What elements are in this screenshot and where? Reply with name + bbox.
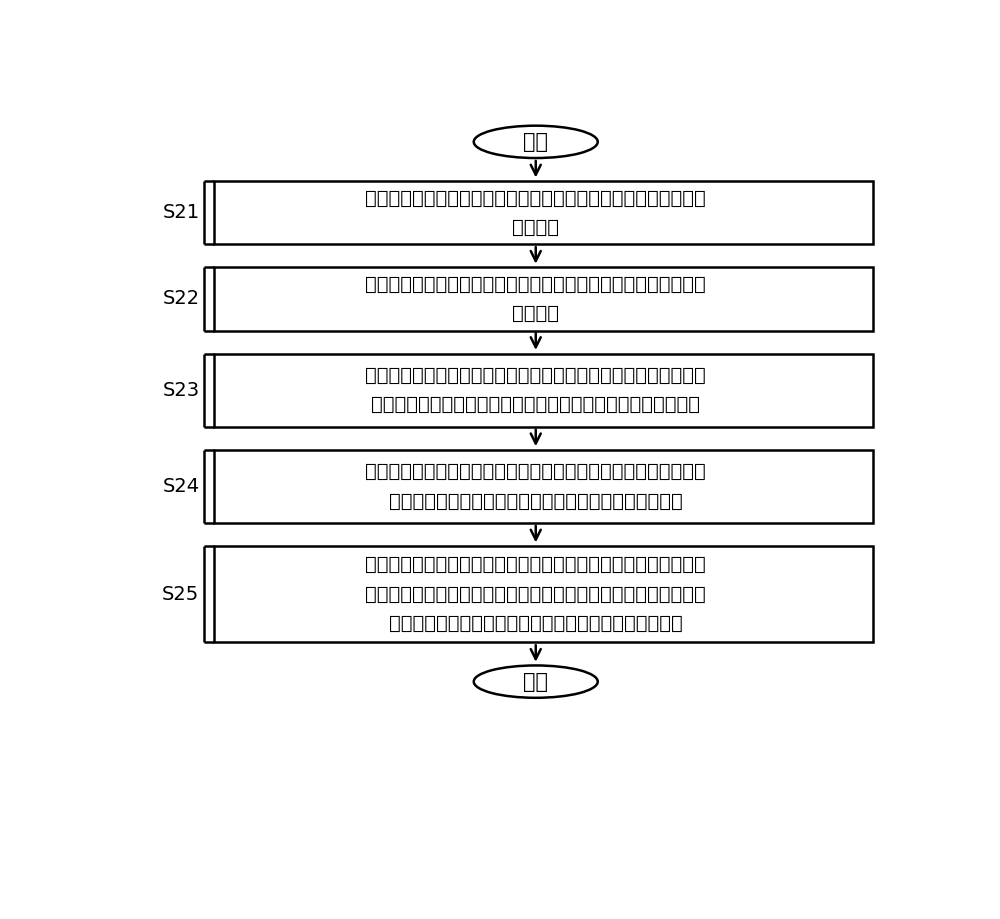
Text: S22: S22 xyxy=(162,289,199,309)
Text: S25: S25 xyxy=(162,584,199,604)
Text: S24: S24 xyxy=(162,477,199,496)
Bar xyxy=(214,449,873,523)
Text: 开始: 开始 xyxy=(523,131,548,152)
Bar xyxy=(214,267,873,331)
Bar xyxy=(214,181,873,244)
Text: 将不同层级收集物的滤膜各自用小剂量乙醇溶液反复冲洗，得到富
含微塑料以及黏附少量沉积物有机质的两组提取物溶液；: 将不同层级收集物的滤膜各自用小剂量乙醇溶液反复冲洗，得到富 含微塑料以及黏附少量… xyxy=(365,462,706,511)
Text: 将富含微塑料的浮选上清液进行层级真空抽滤过膜处理，滤膜分别
采用不锈钢滤膜和亲水光面银膜，得到不同层级收集物的滤膜；: 将富含微塑料的浮选上清液进行层级真空抽滤过膜处理，滤膜分别 采用不锈钢滤膜和亲水… xyxy=(365,366,706,414)
Ellipse shape xyxy=(474,665,598,698)
Text: S21: S21 xyxy=(162,203,199,222)
Text: S23: S23 xyxy=(162,380,199,400)
Text: 结束: 结束 xyxy=(523,672,548,692)
Text: 将深海冷泉区沉积物进行冷冻干燥预处理，得到干燥的深海沉积物
块状体；: 将深海冷泉区沉积物进行冷冻干燥预处理，得到干燥的深海沉积物 块状体； xyxy=(365,188,706,237)
Ellipse shape xyxy=(474,126,598,158)
Bar xyxy=(214,546,873,642)
Text: 将干燥的深海沉积物块状体进行密度浮选，得到富含微塑料的浮选
上清液；: 将干燥的深海沉积物块状体进行密度浮选，得到富含微塑料的浮选 上清液； xyxy=(365,275,706,323)
Text: 采用过氧化氢溶液对两组提取物溶液分别进行消解纯化处理，并对
消解纯化的两组溶液分别采用石墨加热消解法进行中温加热，得到
消解完毕富含不同优势微塑料的全尺寸纯化的: 采用过氧化氢溶液对两组提取物溶液分别进行消解纯化处理，并对 消解纯化的两组溶液分… xyxy=(365,555,706,633)
Bar xyxy=(214,354,873,426)
